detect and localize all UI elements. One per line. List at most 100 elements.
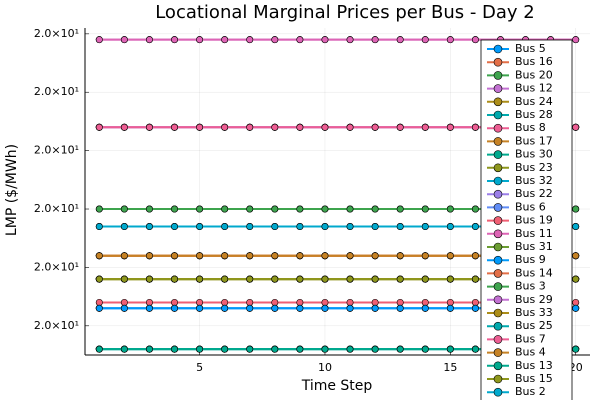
legend-label: Bus 12 (515, 82, 553, 95)
legend-marker (493, 57, 503, 67)
data-point (446, 345, 454, 353)
legend-marker (493, 137, 503, 146)
data-point (196, 36, 204, 44)
data-point (446, 275, 454, 283)
data-point (246, 123, 254, 131)
data-point (171, 304, 179, 312)
legend-marker (493, 71, 503, 80)
data-point (120, 298, 128, 306)
data-point (145, 252, 153, 260)
data-point (421, 36, 429, 44)
data-point (196, 205, 204, 213)
legend-label: Bus 9 (515, 253, 546, 266)
data-point (371, 304, 379, 312)
legend-marker (493, 163, 503, 173)
data-point (296, 36, 304, 44)
legend-marker (493, 84, 503, 93)
legend-label: Bus 7 (515, 332, 546, 345)
data-point (145, 275, 153, 283)
data-point (371, 345, 379, 353)
data-point (471, 304, 479, 312)
legend-label: Bus 30 (515, 148, 553, 161)
x-tick-label: 15 (443, 361, 457, 374)
data-point (120, 205, 128, 213)
data-point (321, 223, 329, 231)
data-point (271, 298, 279, 306)
data-point (171, 223, 179, 231)
data-point (421, 223, 429, 231)
data-point (120, 275, 128, 283)
data-point (196, 275, 204, 283)
legend-marker (493, 229, 503, 239)
data-point (446, 298, 454, 306)
data-point (221, 275, 229, 283)
x-axis-label: Time Step (301, 378, 373, 394)
data-point (271, 275, 279, 283)
legend-label: Bus 11 (515, 227, 553, 240)
y-tick-label: 2.0×10¹ (34, 144, 79, 157)
data-point (120, 223, 128, 231)
legend-marker (493, 269, 503, 278)
data-point (95, 223, 103, 231)
data-point (95, 275, 103, 283)
data-point (221, 345, 229, 353)
data-point (246, 223, 254, 231)
y-tick-label: 2.0×10¹ (34, 85, 79, 98)
x-tick-label: 5 (196, 361, 203, 374)
data-point (296, 205, 304, 213)
data-point (446, 205, 454, 213)
data-point (171, 252, 179, 260)
y-tick-label: 2.0×10¹ (34, 260, 79, 273)
legend-marker (493, 308, 503, 318)
data-point (221, 36, 229, 44)
legend-label: Bus 31 (515, 240, 553, 253)
data-point (145, 36, 153, 44)
data-point (471, 123, 479, 131)
data-point (471, 36, 479, 44)
data-point (371, 275, 379, 283)
legend-label: Bus 4 (515, 346, 546, 359)
data-point (296, 275, 304, 283)
data-point (572, 252, 580, 260)
data-point (271, 345, 279, 353)
data-point (271, 205, 279, 213)
legend-label: Bus 13 (515, 359, 553, 372)
legend-marker (493, 335, 503, 344)
legend-label: Bus 28 (515, 108, 553, 121)
data-point (471, 223, 479, 231)
data-point (396, 223, 404, 231)
legend-label: Bus 6 (515, 200, 546, 213)
data-point (346, 123, 354, 131)
legend-marker (493, 44, 503, 54)
data-point (95, 36, 103, 44)
data-point (95, 298, 103, 306)
data-point (346, 205, 354, 213)
data-point (296, 223, 304, 231)
data-point (321, 205, 329, 213)
legend-label: Bus 33 (515, 306, 553, 319)
data-point (296, 304, 304, 312)
data-point (221, 205, 229, 213)
legend-marker (493, 295, 503, 305)
data-point (95, 252, 103, 260)
data-point (321, 345, 329, 353)
data-point (572, 304, 580, 312)
data-point (572, 223, 580, 231)
legend-label: Bus 19 (515, 214, 553, 227)
legend-marker (493, 150, 503, 159)
data-point (346, 345, 354, 353)
data-point (321, 275, 329, 283)
data-point (572, 275, 580, 283)
legend-marker (493, 123, 503, 133)
legend-marker (493, 189, 503, 199)
data-point (321, 298, 329, 306)
data-point (396, 36, 404, 44)
data-point (396, 123, 404, 131)
data-point (171, 36, 179, 44)
data-point (421, 252, 429, 260)
legend-marker (493, 361, 503, 371)
data-point (196, 304, 204, 312)
data-point (446, 123, 454, 131)
